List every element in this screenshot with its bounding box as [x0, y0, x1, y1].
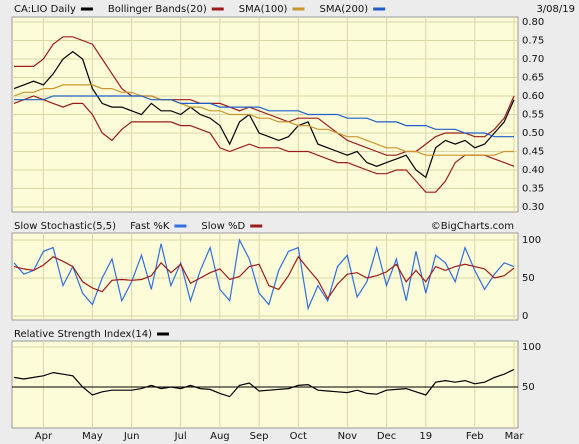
y-tick-label: 50 — [522, 273, 535, 284]
y-tick-label: 0.55 — [522, 110, 544, 121]
x-tick-label: May — [82, 431, 103, 442]
y-tick-label: 0.35 — [522, 184, 544, 195]
y-tick-label: 0.45 — [522, 147, 544, 158]
y-tick-label: 0.60 — [522, 91, 544, 102]
rsi-panel — [11, 340, 519, 429]
y-tick-label: 0.75 — [522, 36, 544, 47]
series-line — [13, 95, 515, 193]
date: 3/08/19 — [536, 4, 575, 15]
series-line — [13, 255, 515, 300]
lines — [12, 36, 518, 398]
y-tick-label: 0.70 — [522, 54, 544, 65]
x-tick-label: Apr — [35, 431, 53, 442]
watermark: ©BigCharts.com — [431, 221, 514, 232]
y-tick-label: 0.65 — [522, 73, 544, 84]
legend-label: CA:LIO Daily — [14, 4, 76, 15]
y-tick-label: 100 — [522, 235, 541, 246]
legend-label: Slow %D — [201, 221, 245, 232]
y-tick-label: 0 — [522, 311, 528, 322]
series-line — [13, 368, 515, 398]
x-tick-label: Oct — [290, 431, 307, 442]
y-tick-label: 0.40 — [522, 165, 544, 176]
x-tick-label: Feb — [466, 431, 484, 442]
series-line — [13, 84, 514, 156]
x-tick-label: Dec — [377, 431, 396, 442]
legend-label: SMA(200) — [319, 4, 368, 15]
y-tick-label: 0.30 — [522, 202, 544, 213]
y-tick-label: 0.80 — [522, 17, 544, 28]
x-tick-label: Jul — [174, 431, 187, 442]
x-tick-label: Aug — [210, 431, 230, 442]
y-tick-label: 0.50 — [522, 128, 544, 139]
labels: Apr May Jun Jul Aug Sep Oct Nov Dec 19 Feb Mar 0.30 0… — [14, 4, 544, 442]
legend-label: SMA(100) — [239, 4, 288, 15]
x-tick-label: 19 — [419, 431, 432, 442]
series-line — [14, 36, 515, 156]
legend-label: Relative Strength Index(14) — [14, 329, 152, 340]
legend-label: Bollinger Bands(20) — [108, 4, 207, 15]
x-tick-label: Jun — [123, 431, 140, 442]
y-tick-label: 50 — [522, 382, 535, 393]
y-tick-label: 100 — [522, 342, 541, 353]
legend-label: Fast %K — [130, 221, 170, 232]
x-tick-label: Mar — [505, 431, 525, 442]
series-line — [14, 95, 514, 138]
panel-title: Slow Stochastic(5,5) — [14, 221, 116, 232]
x-tick-label: Nov — [338, 431, 358, 442]
x-tick-label: Sep — [250, 431, 269, 442]
